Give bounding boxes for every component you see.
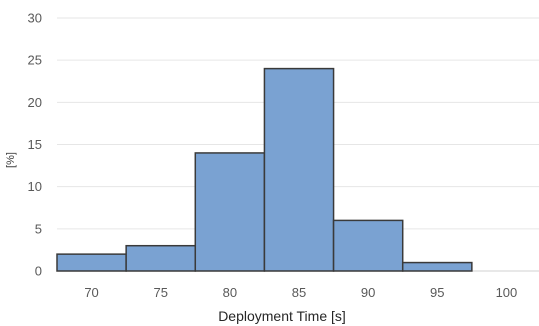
bar-70 <box>56 253 127 272</box>
x-tick-label: 75 <box>153 285 167 300</box>
x-tick-label: 70 <box>84 285 98 300</box>
x-tick-label: 95 <box>430 285 444 300</box>
y-tick-label: 15 <box>28 137 42 152</box>
bar-80 <box>194 152 266 272</box>
bar-75 <box>125 244 197 272</box>
y-tick-label: 30 <box>28 11 42 26</box>
bar-95 <box>401 261 473 272</box>
bar-90 <box>332 219 404 272</box>
y-tick-label: 10 <box>28 179 42 194</box>
y-tick-label: 20 <box>28 95 42 110</box>
y-tick-label: 5 <box>35 221 42 236</box>
x-axis-label: Deployment Time [s] <box>218 308 346 324</box>
y-tick-label: 25 <box>28 53 42 68</box>
bar-85 <box>263 67 335 272</box>
y-tick-labels: 0 5 10 15 20 25 30 <box>28 11 42 279</box>
y-axis-label: [%] <box>5 152 17 168</box>
x-tick-label: 85 <box>292 285 306 300</box>
bars <box>56 67 473 272</box>
x-tick-labels: 70 75 80 85 90 95 100 <box>84 285 517 300</box>
x-tick-label: 100 <box>496 285 518 300</box>
x-tick-label: 80 <box>223 285 237 300</box>
x-tick-label: 90 <box>361 285 375 300</box>
y-tick-label: 0 <box>35 264 42 279</box>
